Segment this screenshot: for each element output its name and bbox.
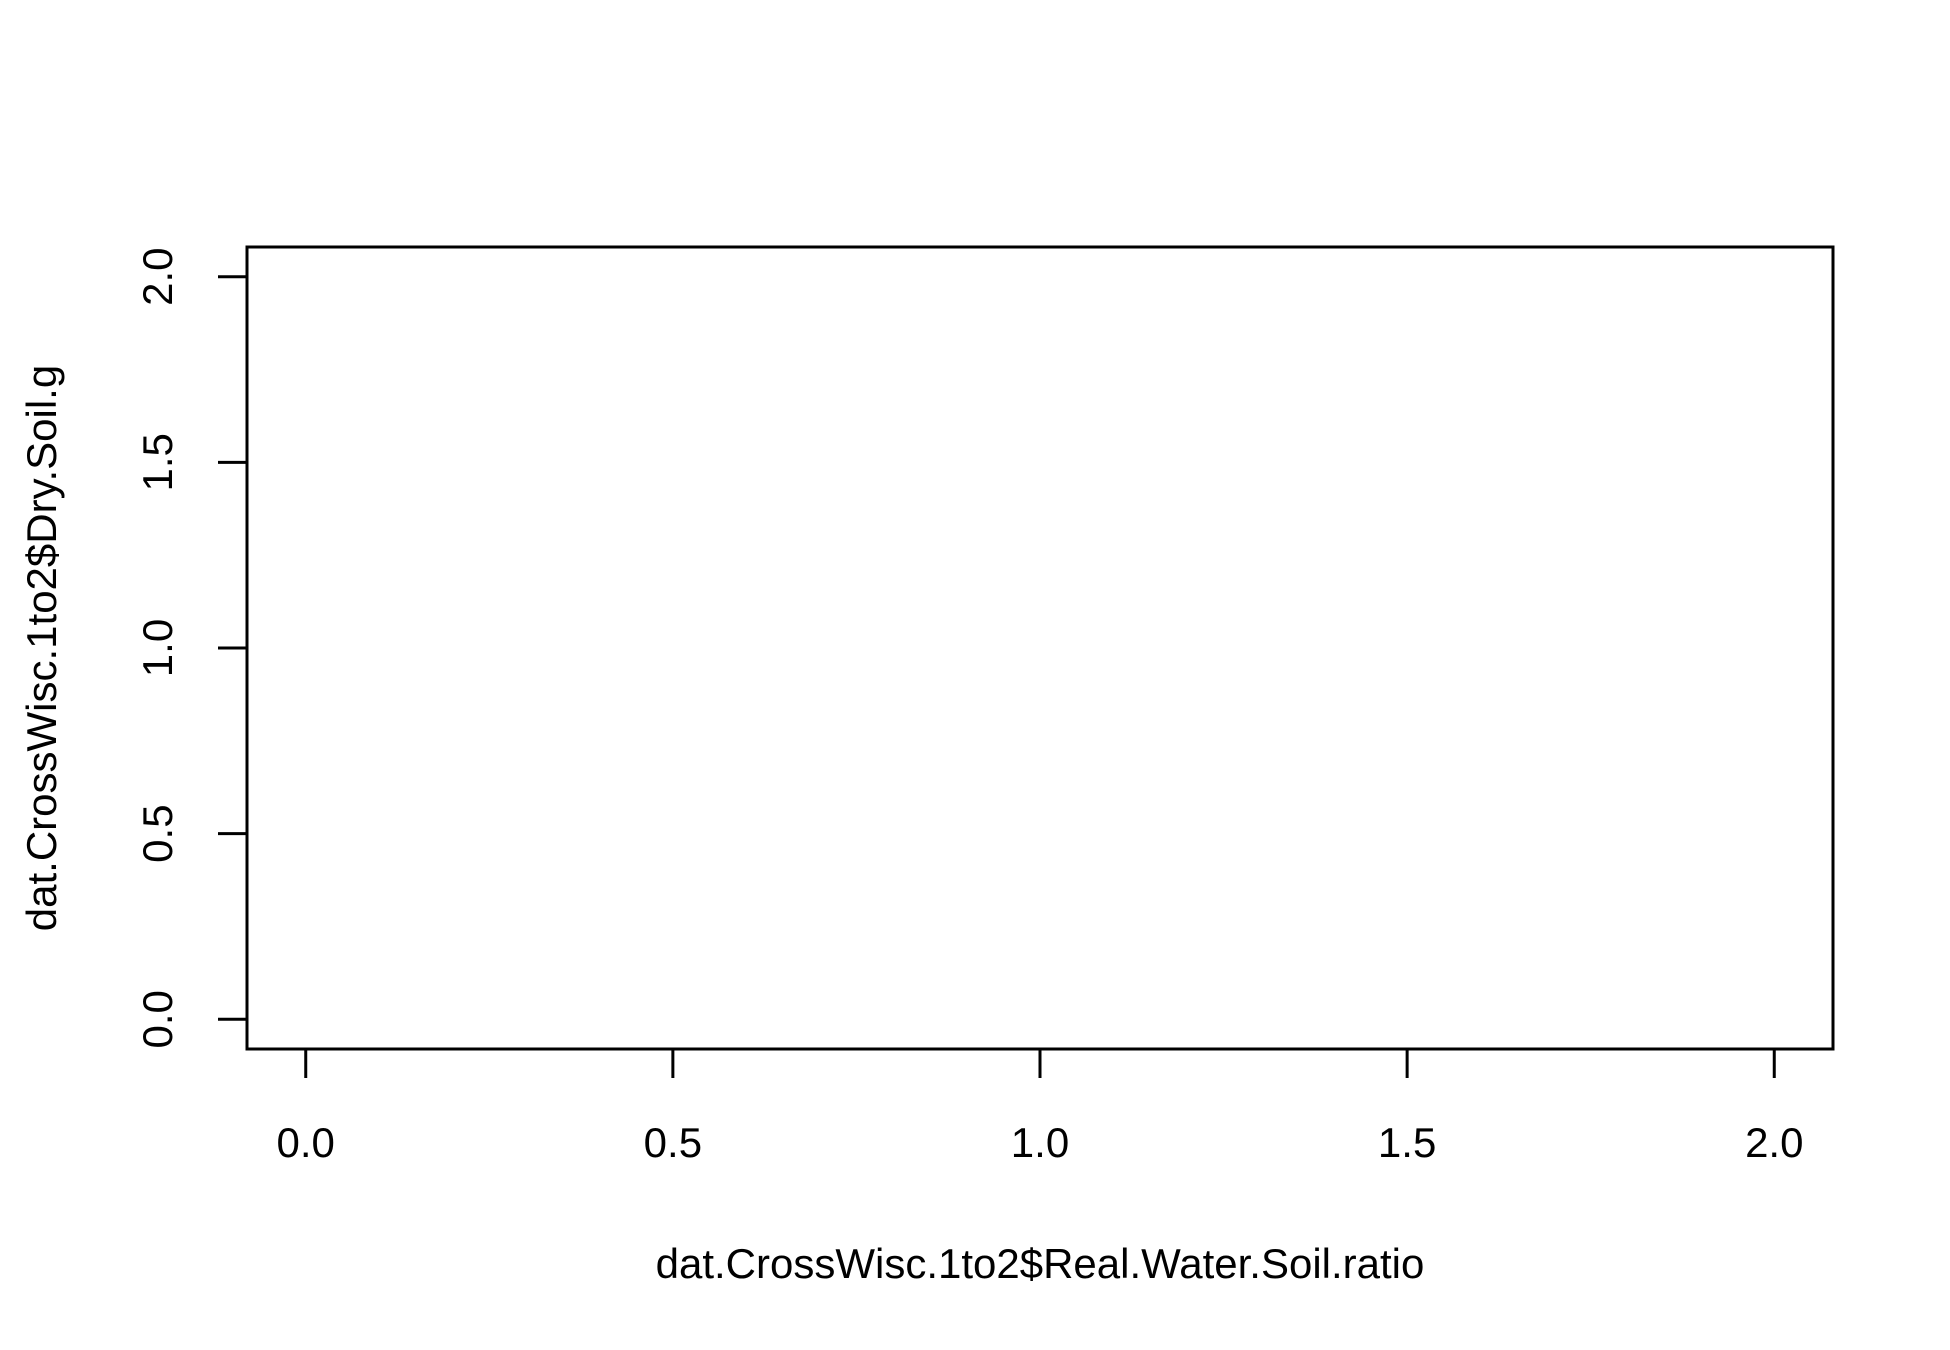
x-tick-label: 0.5 — [644, 1119, 702, 1166]
y-tick-label: 1.5 — [134, 433, 181, 491]
x-tick-label: 0.0 — [277, 1119, 335, 1166]
y-tick-label: 1.0 — [134, 619, 181, 677]
y-axis: 0.0 0.5 1.0 1.5 2.0 — [134, 248, 249, 1048]
plot-frame — [245, 245, 1835, 1051]
x-tick-label: 1.5 — [1378, 1119, 1436, 1166]
y-tick-label: 2.0 — [134, 248, 181, 306]
x-tick-label: 2.0 — [1745, 1119, 1803, 1166]
y-tick-label: 0.0 — [134, 990, 181, 1048]
y-tick-label: 0.5 — [134, 804, 181, 862]
x-tick-label: 1.0 — [1011, 1119, 1069, 1166]
y-axis-title: dat.CrossWisc.1to2$Dry.Soil.g — [18, 365, 65, 931]
x-axis: 0.0 0.5 1.0 1.5 2.0 — [277, 1047, 1803, 1166]
x-axis-title: dat.CrossWisc.1to2$Real.Water.Soil.ratio — [656, 1240, 1425, 1287]
